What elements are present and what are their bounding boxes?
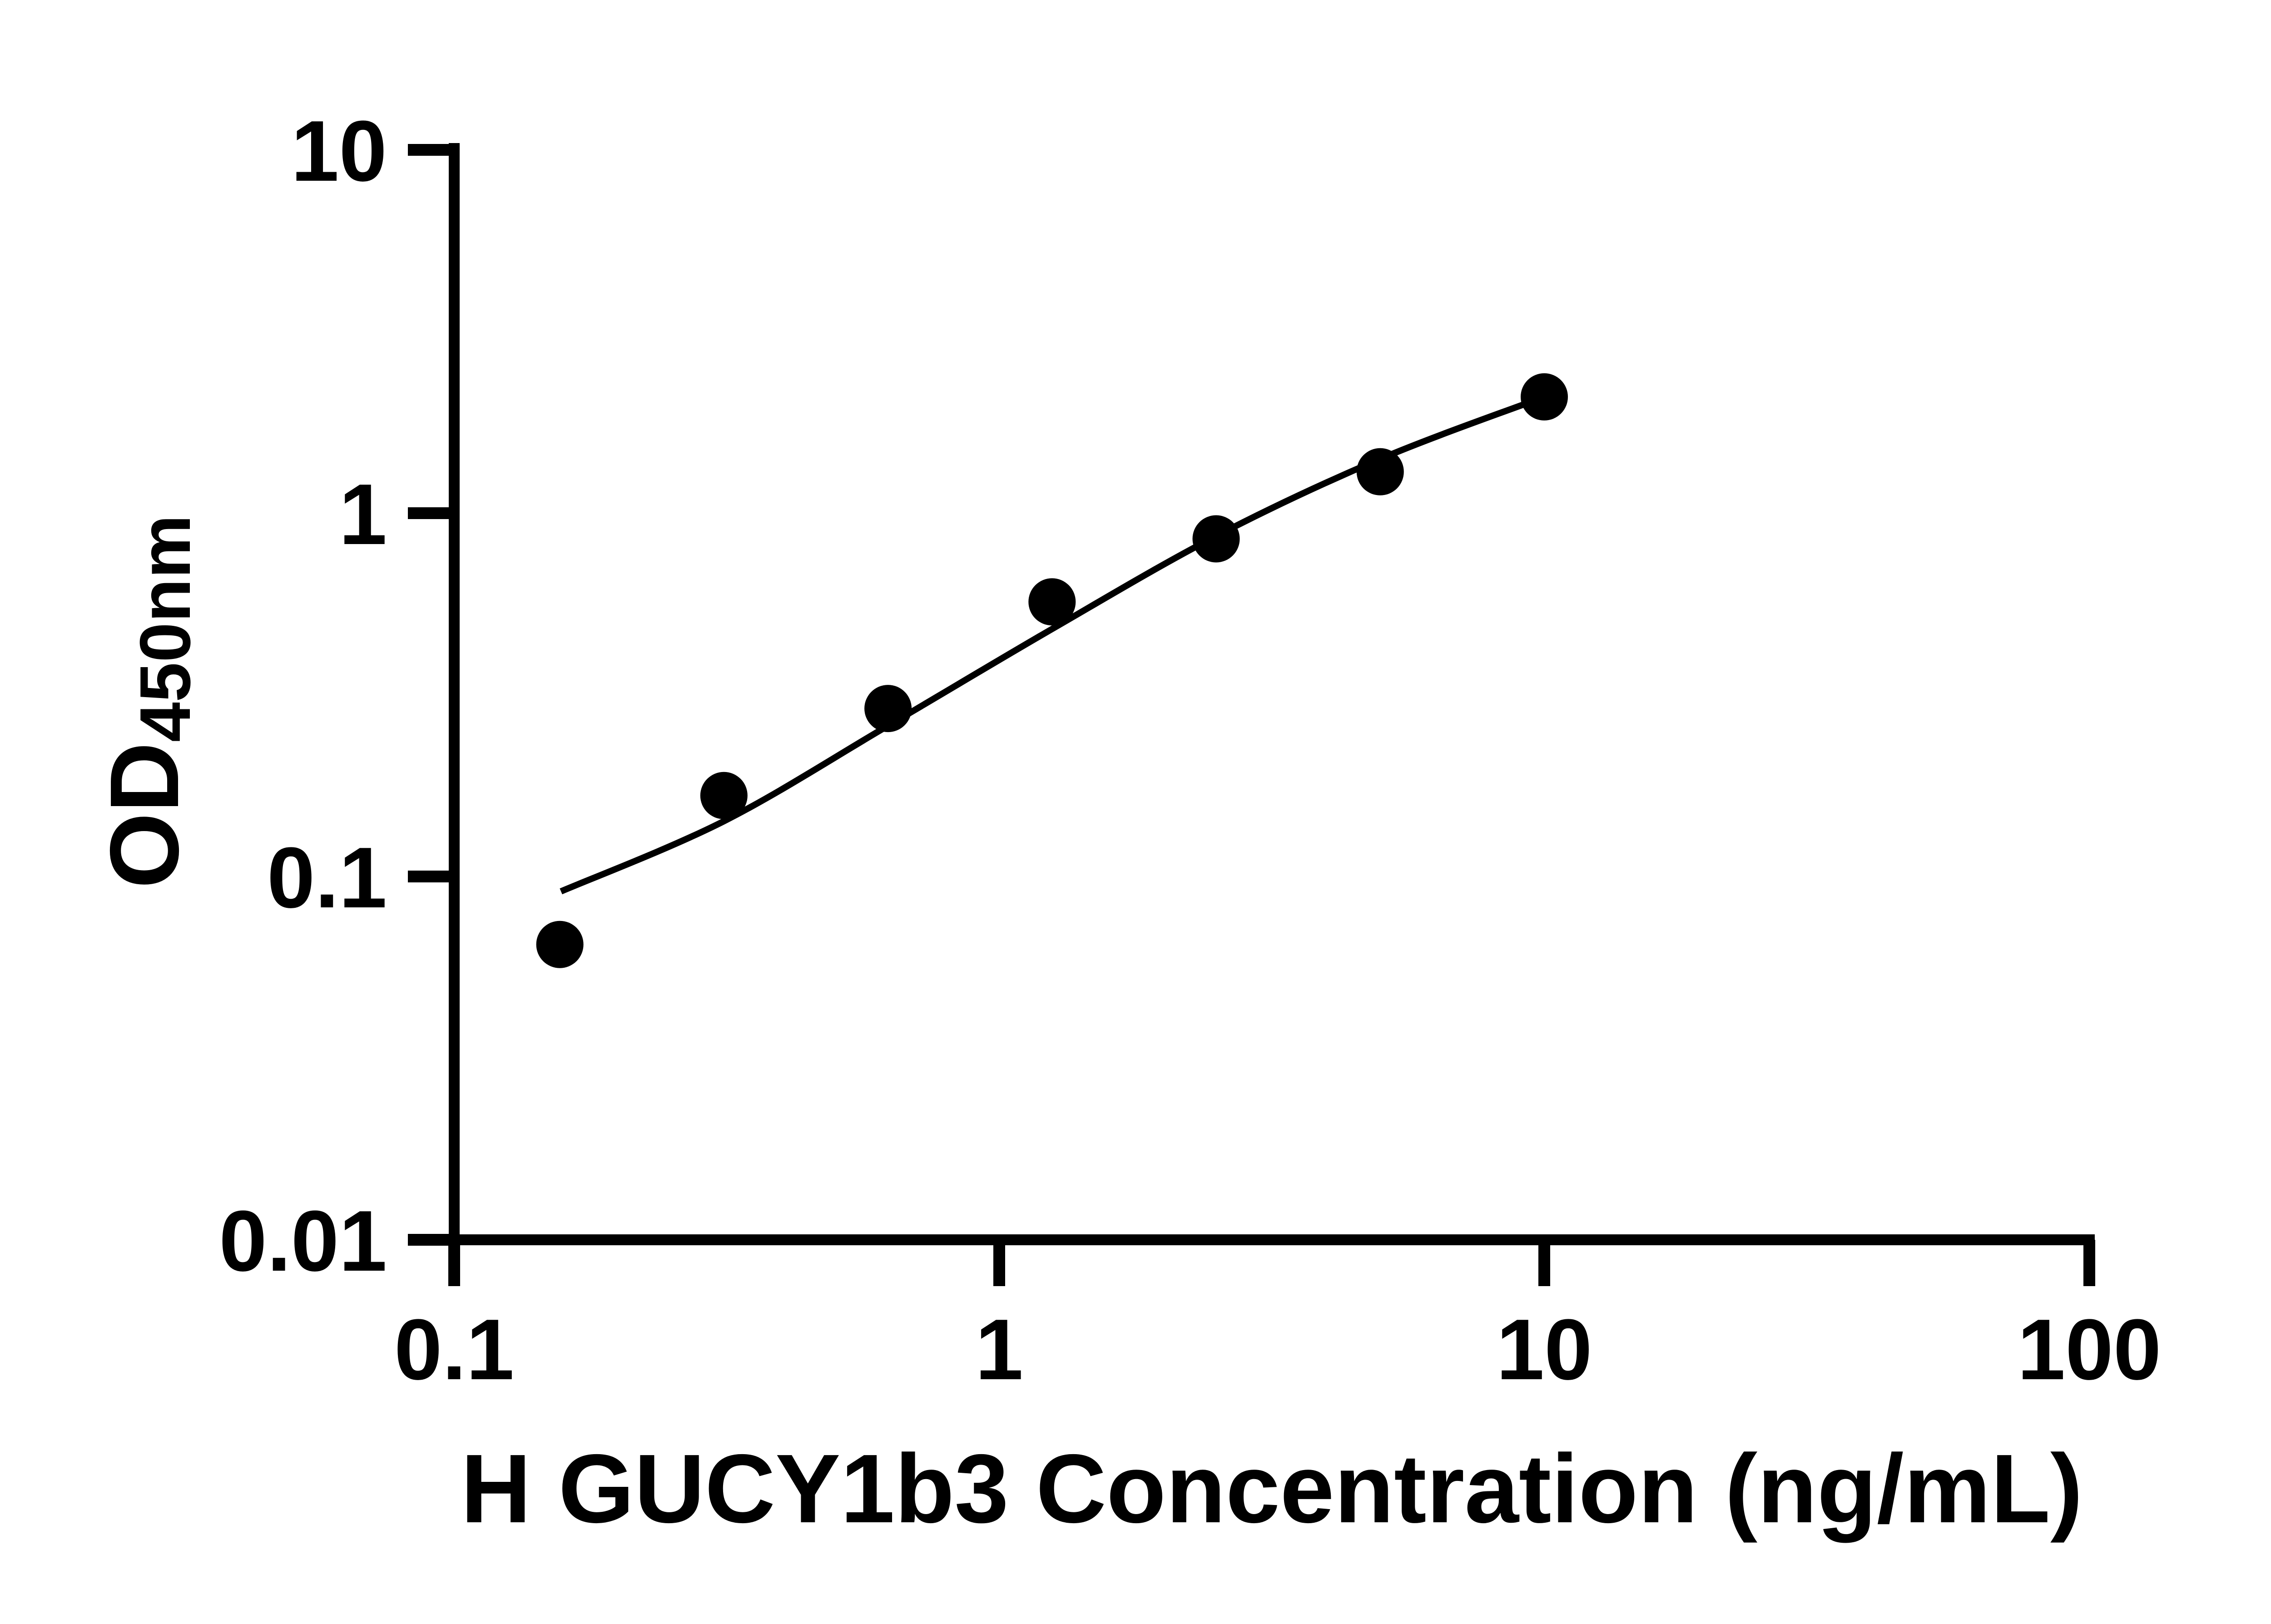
data-point: [1521, 373, 1568, 421]
data-point: [864, 685, 912, 733]
data-point: [1028, 578, 1076, 626]
y-tick-label: 0.01: [219, 1193, 387, 1289]
data-point: [700, 772, 748, 819]
y-axis-title: OD450nm: [89, 515, 205, 888]
data-point: [1356, 448, 1404, 495]
x-tick-label: 1: [975, 1302, 1023, 1398]
x-axis-title: H GUCY1b3 Concentration (ng/mL): [461, 1434, 2083, 1543]
x-tick-label: 100: [2017, 1302, 2161, 1398]
y-tick-label: 0.1: [267, 830, 387, 926]
y-tick-label: 1: [339, 466, 387, 563]
data-point: [1192, 515, 1240, 563]
x-tick-label: 10: [1496, 1302, 1592, 1398]
x-tick-label: 0.1: [394, 1302, 514, 1398]
y-tick-label: 10: [291, 103, 387, 199]
data-point: [536, 921, 584, 968]
